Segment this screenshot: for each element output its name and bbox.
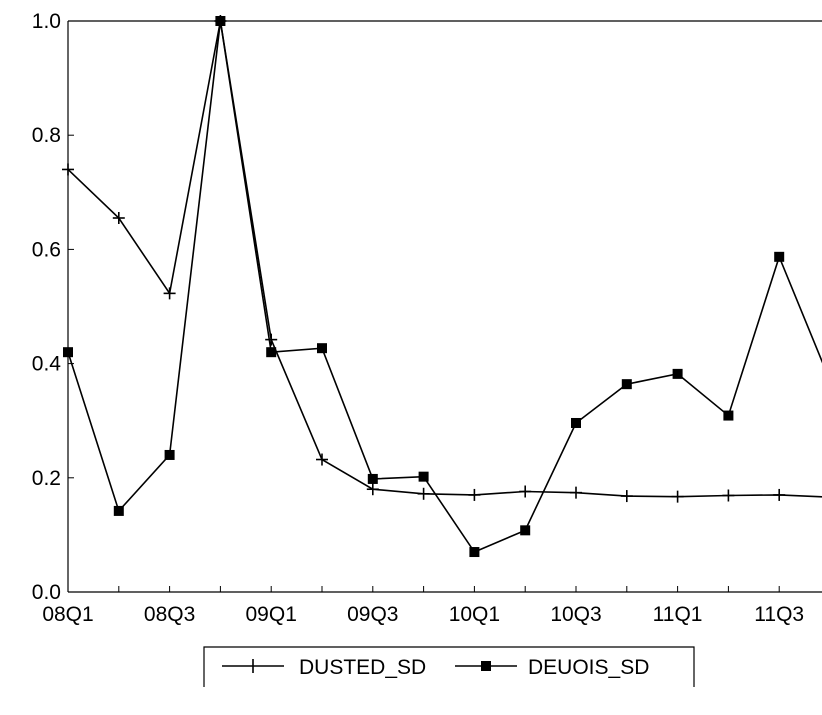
legend-label: DUSTED_SD <box>299 656 426 679</box>
data-point-square <box>672 368 683 379</box>
data-point-square <box>418 471 429 482</box>
data-point-plus <box>722 489 735 502</box>
data-point-plus <box>671 490 684 503</box>
series-lines <box>67 20 822 554</box>
data-point-square <box>621 379 632 390</box>
x-tick-label: 09Q1 <box>246 603 297 626</box>
legend-label: DEUOIS_SD <box>528 656 649 679</box>
y-tick-label: 1.0 <box>32 10 61 33</box>
data-point-square <box>113 505 124 516</box>
data-point-square <box>723 410 734 421</box>
legend-marker-square <box>481 661 491 671</box>
y-tick-label: 0.8 <box>32 124 61 147</box>
series-line-dusted-sd <box>67 20 822 498</box>
data-point-square <box>215 16 226 26</box>
data-point-plus <box>620 490 633 503</box>
data-point-square <box>571 417 581 428</box>
x-axis: 08Q1 08Q3 09Q1 09Q3 10Q1 10Q3 11Q1 11Q3 <box>42 586 804 626</box>
data-point-square <box>367 473 378 484</box>
x-tick-label: 11Q3 <box>754 603 804 626</box>
series-markers <box>62 15 786 558</box>
data-point-square <box>266 347 277 358</box>
x-tick-label: 11Q1 <box>653 603 703 626</box>
data-point-square <box>520 525 531 536</box>
plot-frame <box>67 20 822 593</box>
y-tick-label: 0.0 <box>32 581 61 604</box>
data-point-square <box>164 449 175 460</box>
data-point-plus <box>366 483 379 496</box>
data-point-plus <box>773 488 786 501</box>
data-point-plus <box>417 487 430 500</box>
data-point-plus <box>316 453 328 466</box>
data-point-plus <box>519 485 532 498</box>
series-line-deuois-sd <box>67 20 822 554</box>
data-point-plus <box>265 333 278 346</box>
x-tick-label: 08Q1 <box>42 603 93 626</box>
data-point-square <box>63 347 73 358</box>
data-point-square <box>469 547 480 558</box>
data-point-square <box>774 251 785 262</box>
x-tick-label: 09Q3 <box>347 603 398 626</box>
x-tick-label: 10Q1 <box>449 603 500 626</box>
data-point-plus <box>163 287 176 300</box>
data-point-plus <box>570 486 582 499</box>
x-tick-label: 08Q3 <box>144 603 195 626</box>
data-point-square <box>317 343 327 354</box>
legend: DUSTED_SD DEUOIS_SD <box>203 646 695 687</box>
data-point-plus <box>468 488 481 501</box>
y-axis: 0.0 0.2 0.4 0.6 0.8 1.0 <box>32 10 74 604</box>
legend-box <box>203 646 695 687</box>
data-point-plus <box>112 211 125 224</box>
y-tick-label: 0.2 <box>32 467 61 490</box>
y-tick-label: 0.6 <box>32 238 61 261</box>
x-tick-label: 10Q3 <box>550 603 601 626</box>
data-point-plus <box>62 163 74 176</box>
y-tick-label: 0.4 <box>32 353 62 376</box>
